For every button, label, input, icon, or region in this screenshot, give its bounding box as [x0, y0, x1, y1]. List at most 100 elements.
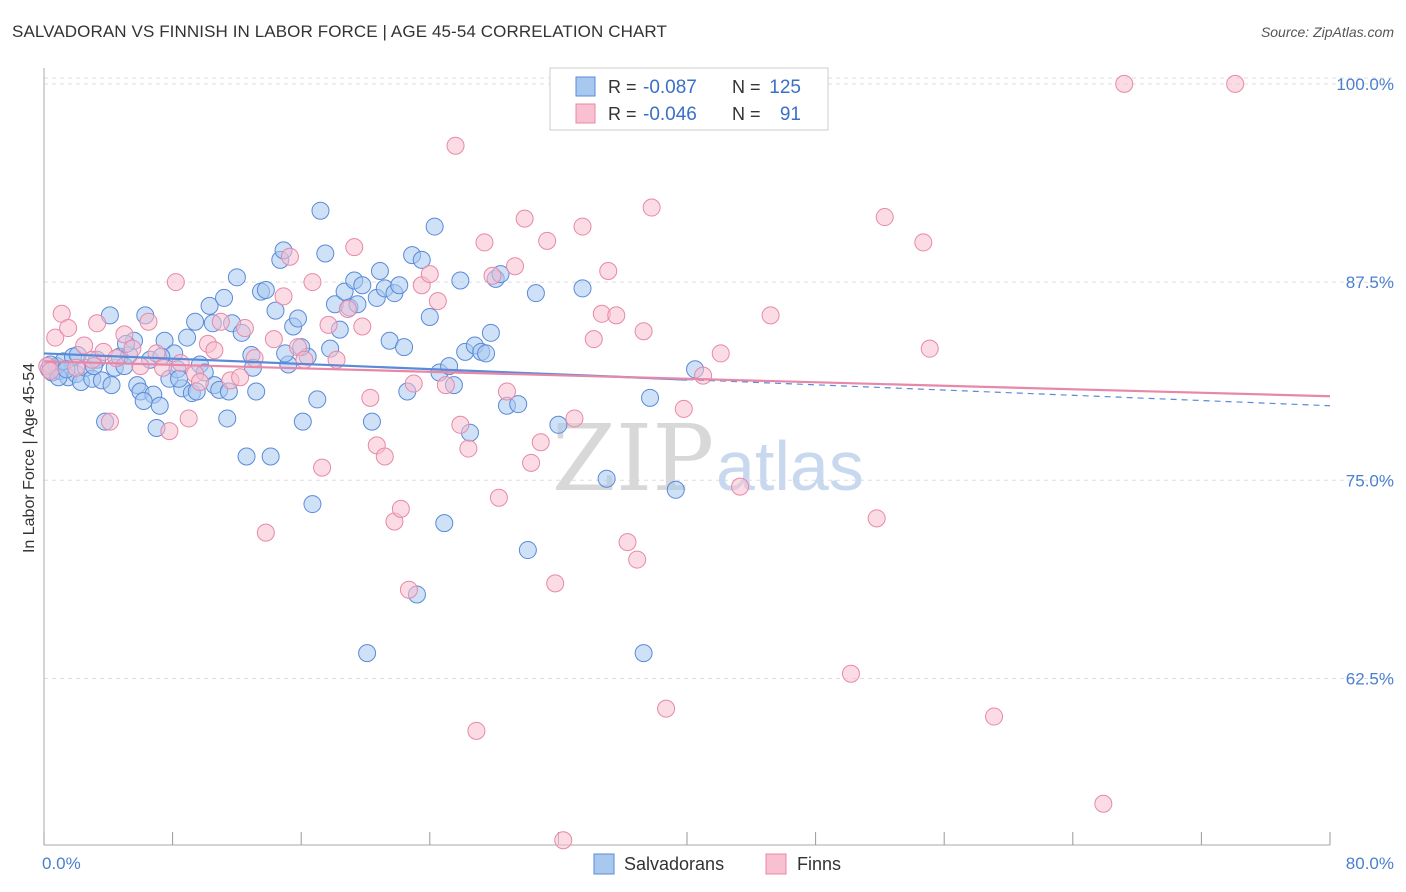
- data-point: [420, 265, 439, 284]
- data-point: [295, 350, 314, 369]
- data-point: [515, 209, 534, 228]
- data-point: [274, 287, 293, 306]
- data-point: [436, 376, 455, 395]
- data-point: [166, 273, 185, 292]
- legend-n-value-1: 91: [780, 104, 801, 125]
- data-point: [303, 273, 322, 292]
- bottom-legend: Salvadorans Finns: [593, 853, 841, 875]
- data-point: [522, 453, 541, 472]
- data-point: [497, 382, 516, 401]
- legend-r-value-1: -0.046: [643, 104, 697, 125]
- legend-r-label-0: R =: [608, 77, 637, 97]
- data-point: [404, 374, 423, 393]
- data-point: [237, 447, 256, 466]
- data-point: [634, 644, 653, 663]
- data-point: [634, 322, 653, 341]
- data-point: [67, 358, 86, 377]
- data-point: [247, 382, 266, 401]
- data-point: [428, 292, 447, 311]
- y-tick-label: 87.5%: [1346, 273, 1394, 292]
- data-point: [88, 314, 107, 333]
- data-point: [395, 338, 414, 357]
- data-point: [375, 447, 394, 466]
- data-point: [666, 480, 685, 499]
- data-point: [549, 415, 568, 434]
- y-axis-ticks: 100.0% 87.5% 75.0% 62.5%: [1336, 75, 1394, 689]
- data-point: [190, 372, 209, 391]
- data-point: [200, 296, 219, 315]
- data-point: [573, 279, 592, 298]
- data-point: [370, 261, 389, 280]
- data-point: [477, 344, 496, 363]
- legend-r-value-0: -0.087: [643, 77, 697, 98]
- y-tick-label: 100.0%: [1336, 75, 1394, 94]
- bottom-legend-swatch-salvadorans: [593, 853, 615, 875]
- data-point: [425, 217, 444, 236]
- data-point: [459, 439, 478, 458]
- trend-line-dashed: [686, 378, 1331, 407]
- data-point: [171, 353, 190, 372]
- data-point: [584, 330, 603, 349]
- data-point: [160, 422, 179, 441]
- data-point: [451, 415, 470, 434]
- data-point: [711, 344, 730, 363]
- data-point: [573, 217, 592, 236]
- data-point: [565, 409, 584, 428]
- data-point: [139, 312, 158, 331]
- data-point: [338, 300, 357, 319]
- data-point: [451, 271, 470, 290]
- data-point: [599, 261, 618, 280]
- legend-box: R = -0.087 N = 125 R = -0.046 N = 91: [549, 67, 829, 131]
- data-point: [231, 368, 250, 387]
- data-point: [170, 369, 189, 388]
- data-point: [361, 388, 380, 407]
- data-point: [867, 509, 886, 528]
- data-point: [554, 831, 573, 850]
- data-point: [319, 315, 338, 334]
- bottom-legend-finns: Finns: [797, 854, 841, 874]
- data-point: [178, 328, 197, 347]
- trend-lines: [43, 352, 1331, 407]
- legend-r-label-1: R =: [608, 104, 637, 124]
- data-point: [628, 550, 647, 569]
- legend-n-value-0: 125: [769, 77, 801, 98]
- data-point: [186, 312, 205, 331]
- data-point: [41, 361, 60, 380]
- data-point: [489, 488, 508, 507]
- data-point: [1094, 794, 1113, 813]
- data-point: [642, 198, 661, 217]
- data-point: [518, 541, 537, 560]
- data-point: [215, 288, 234, 307]
- data-point: [311, 201, 330, 220]
- data-point: [531, 433, 550, 452]
- data-point: [245, 349, 264, 368]
- x-axis-ticks: [43, 832, 1331, 845]
- data-point: [227, 268, 246, 287]
- data-point: [446, 136, 465, 155]
- y-tick-label: 75.0%: [1346, 471, 1394, 490]
- data-point: [288, 309, 307, 328]
- x-tick-label-max: 80.0%: [1346, 854, 1394, 873]
- data-point: [657, 699, 676, 718]
- data-point: [235, 319, 254, 338]
- legend-n-label-1: N =: [732, 104, 761, 124]
- data-point: [481, 323, 500, 342]
- data-point: [674, 399, 693, 418]
- data-point: [205, 341, 224, 360]
- data-point: [875, 208, 894, 227]
- data-point: [362, 412, 381, 431]
- series-salvadorans: [39, 201, 705, 663]
- data-point: [211, 312, 230, 331]
- data-point: [526, 284, 545, 303]
- data-point: [313, 458, 332, 477]
- data-point: [390, 276, 409, 295]
- data-point: [256, 523, 275, 542]
- data-point: [293, 412, 312, 431]
- data-point: [59, 319, 78, 338]
- data-point: [435, 514, 454, 533]
- data-point: [131, 357, 150, 376]
- data-point: [123, 339, 142, 358]
- data-point: [353, 276, 372, 295]
- bottom-legend-salvadorans: Salvadorans: [624, 854, 724, 874]
